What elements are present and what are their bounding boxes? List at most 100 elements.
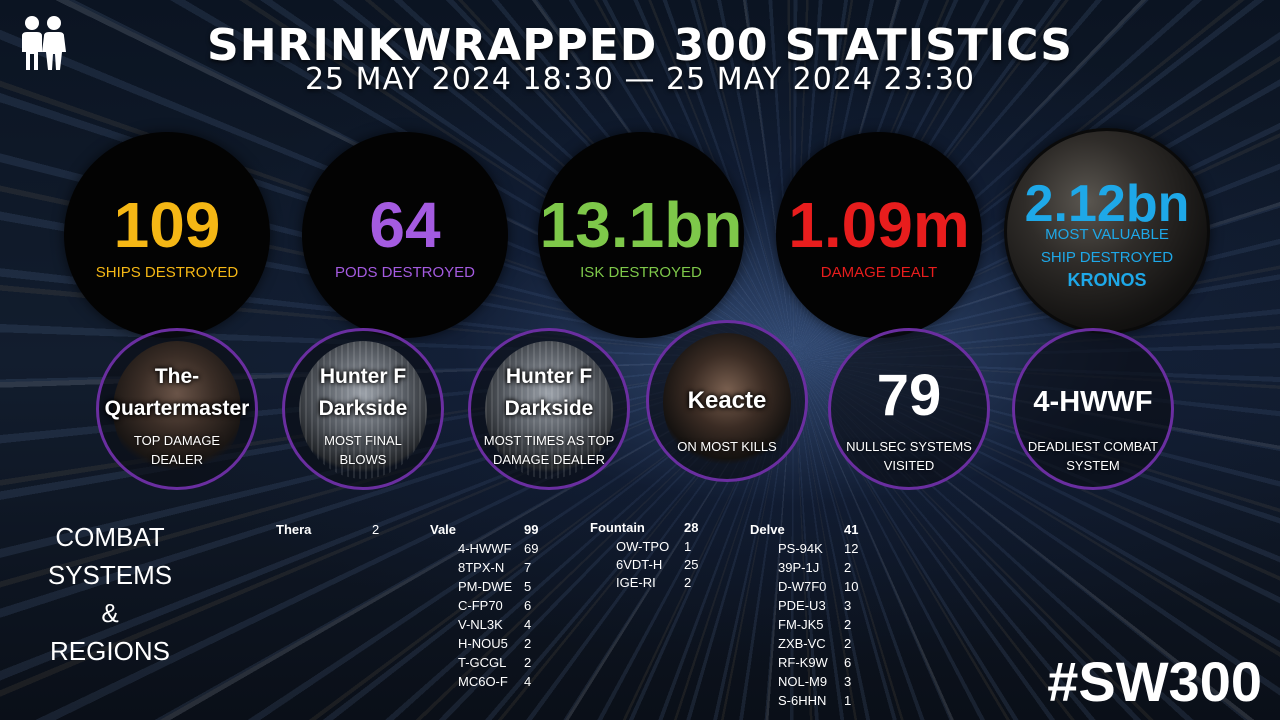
system-name: IGE-RI bbox=[616, 575, 656, 590]
page-title: SHRINKWRAPPED 300 STATISTICS bbox=[207, 20, 1073, 71]
system-name: 6VDT-H bbox=[616, 557, 663, 572]
system-name: NOL-M9 bbox=[778, 674, 828, 689]
award-most-final-blows: Hunter F Darkside MOST FINAL BLOWS bbox=[282, 328, 444, 490]
system-name: ZXB-VC bbox=[778, 636, 826, 651]
region-thera: Thera 2 bbox=[276, 522, 406, 542]
system-name: RF-K9W bbox=[778, 655, 828, 670]
system-count: 7 bbox=[524, 560, 532, 575]
stat-label: NULLSEC SYSTEMS VISITED bbox=[831, 437, 987, 475]
award-label: MOST FINAL BLOWS bbox=[285, 431, 441, 469]
pilot-name: Hunter F Darkside bbox=[471, 361, 627, 425]
system-count: 2 bbox=[844, 560, 852, 575]
system-count: 2 bbox=[844, 636, 852, 651]
system-count: 12 bbox=[844, 541, 859, 556]
stat-value: 4-HWWF bbox=[1033, 386, 1153, 418]
award-label: MOST TIMES AS TOP DAMAGE DEALER bbox=[471, 431, 627, 469]
system-name: V-NL3K bbox=[458, 617, 503, 632]
stat-value: 109 bbox=[113, 189, 221, 261]
award-label-line: ON MOST KILLS bbox=[677, 439, 777, 454]
pilot-name-line: Keacte bbox=[687, 387, 767, 414]
stat-label-line: MOST VALUABLE bbox=[1045, 226, 1169, 243]
region-fountain: Fountain 28 OW-TPO 1 6VDT-H 25 IGE-RI 2 bbox=[590, 520, 730, 600]
system-count: 5 bbox=[524, 579, 532, 594]
system-count: 2 bbox=[684, 575, 692, 590]
stat-label: ISK DESTROYED bbox=[580, 264, 702, 281]
award-label-line: DAMAGE DEALER bbox=[493, 452, 605, 467]
award-label: ON MOST KILLS bbox=[649, 437, 805, 456]
award-label: TOP DAMAGE DEALER bbox=[99, 431, 255, 469]
stat-label: DEADLIEST COMBAT SYSTEM bbox=[1015, 437, 1171, 475]
region-count: 2 bbox=[372, 522, 380, 537]
pilot-name: The- Quartermaster bbox=[99, 361, 255, 425]
pilot-portrait bbox=[299, 341, 427, 479]
stat-label-line: DEADLIEST COMBAT bbox=[1027, 439, 1159, 454]
system-count: 4 bbox=[524, 617, 532, 632]
section-heading: COMBAT SYSTEMS & REGIONS bbox=[40, 518, 180, 670]
pilot-name-line: Darkside bbox=[504, 397, 594, 420]
system-name: 39P-1J bbox=[778, 560, 820, 575]
stat-label: MOST VALUABLE SHIP DESTROYED KRONOS bbox=[1007, 223, 1207, 292]
stat-deadliest-system: 4-HWWF DEADLIEST COMBAT SYSTEM bbox=[1012, 328, 1174, 490]
award-label-line: MOST FINAL bbox=[324, 433, 402, 448]
stat-nullsec-systems: 79 NULLSEC SYSTEMS VISITED bbox=[828, 328, 990, 490]
region-name: Vale bbox=[430, 522, 457, 537]
stat-label-line: SHIP DESTROYED bbox=[1040, 249, 1174, 266]
system-count: 1 bbox=[684, 539, 692, 554]
stat-isk-destroyed: 13.1bn ISK DESTROYED bbox=[538, 132, 744, 338]
system-name: PM-DWE bbox=[458, 579, 513, 594]
system-count: 6 bbox=[844, 655, 852, 670]
system-name: 4-HWWF bbox=[458, 541, 512, 556]
stat-label-line: VISITED bbox=[883, 458, 935, 473]
stat-ships-destroyed: 109 SHIPS DESTROYED bbox=[64, 132, 270, 338]
pilot-name-line: Hunter F bbox=[319, 365, 407, 388]
system-name: T-GCGL bbox=[458, 655, 507, 670]
pilot-name-line: The- bbox=[154, 365, 200, 388]
pilot-name-line: Darkside bbox=[318, 397, 408, 420]
stat-value: 79 bbox=[876, 363, 942, 428]
system-count: 4 bbox=[524, 674, 532, 689]
stat-label-line: NULLSEC SYSTEMS bbox=[846, 439, 972, 454]
pilot-name: Hunter F Darkside bbox=[285, 361, 441, 425]
award-label-line: TOP DAMAGE bbox=[133, 433, 221, 448]
stat-label-line: SYSTEM bbox=[1066, 458, 1120, 473]
award-label-line: MOST TIMES AS TOP bbox=[483, 433, 615, 448]
two-people-icon bbox=[22, 16, 66, 70]
system-count: 69 bbox=[524, 541, 539, 556]
stat-damage-dealt: 1.09m DAMAGE DEALT bbox=[776, 132, 982, 338]
stat-value: 2.12bn bbox=[1024, 175, 1190, 233]
region-name: Thera bbox=[276, 522, 312, 537]
award-label-line: DEALER bbox=[150, 452, 204, 467]
system-name: OW-TPO bbox=[616, 539, 670, 554]
system-name: 8TPX-N bbox=[458, 560, 505, 575]
system-name: S-6HHN bbox=[778, 693, 827, 708]
date-range: 25 MAY 2024 18:30 — 25 MAY 2024 23:30 bbox=[304, 62, 976, 97]
stat-value: 1.09m bbox=[788, 189, 970, 261]
award-on-most-kills: Keacte ON MOST KILLS bbox=[646, 320, 808, 482]
system-count: 1 bbox=[844, 693, 852, 708]
hashtag: #SW300 bbox=[1047, 650, 1262, 713]
system-name: D-W7F0 bbox=[778, 579, 827, 594]
stat-value: 64 bbox=[369, 189, 441, 261]
system-name: FM-JK5 bbox=[778, 617, 824, 632]
region-name: Delve bbox=[750, 522, 785, 537]
system-name: MC6O-F bbox=[458, 674, 508, 689]
stat-label: PODS DESTROYED bbox=[334, 264, 476, 281]
award-label-line: BLOWS bbox=[339, 452, 387, 467]
system-count: 10 bbox=[844, 579, 859, 594]
award-top-damage-dealer: The- Quartermaster TOP DAMAGE DEALER bbox=[96, 328, 258, 490]
region-vale: Vale 99 4-HWWF 69 8TPX-N 7 PM-DWE 5 C-FP… bbox=[430, 522, 570, 702]
system-count: 6 bbox=[524, 598, 532, 613]
stat-label: SHIPS DESTROYED bbox=[95, 264, 239, 281]
system-count: 3 bbox=[844, 674, 852, 689]
pilot-name-line: Hunter F bbox=[505, 365, 593, 388]
system-name: C-FP70 bbox=[458, 598, 503, 613]
system-name: PS-94K bbox=[778, 541, 823, 556]
ship-name: KRONOS bbox=[1067, 270, 1147, 290]
pilot-name: Keacte bbox=[649, 385, 805, 417]
pilot-name-line: Quartermaster bbox=[104, 397, 250, 420]
region-count: 28 bbox=[684, 520, 699, 535]
pilot-portrait bbox=[113, 341, 241, 479]
award-most-times-top-damage: Hunter F Darkside MOST TIMES AS TOP DAMA… bbox=[468, 328, 630, 490]
system-count: 2 bbox=[844, 617, 852, 632]
stat-most-valuable-ship: 2.12bn MOST VALUABLE SHIP DESTROYED KRON… bbox=[1004, 128, 1210, 334]
